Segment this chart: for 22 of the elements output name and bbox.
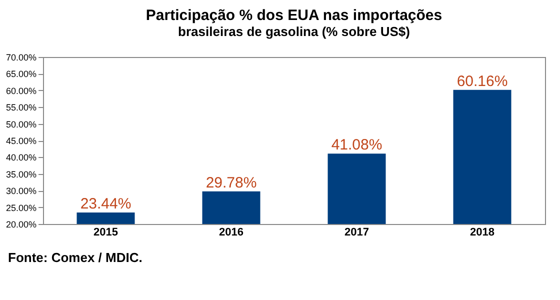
chart-subtitle: brasileiras de gasolina (% sobre US$)	[178, 24, 410, 39]
y-tick-label: 60.00%	[6, 86, 36, 96]
y-tick-label: 45.00%	[6, 136, 36, 146]
x-tick-label: 2016	[219, 226, 244, 238]
y-tick-label: 30.00%	[6, 186, 36, 196]
y-tick-label: 70.00%	[6, 52, 36, 62]
data-label: 23.44%	[80, 196, 132, 213]
data-label: 29.78%	[206, 174, 257, 192]
chart-title: Participação % dos EUA nas importações	[146, 7, 442, 24]
x-tick-label: 2018	[470, 226, 494, 238]
y-tick-label: 55.00%	[6, 102, 36, 113]
data-label: 60.16%	[456, 72, 508, 90]
y-tick-label: 20.00%	[6, 220, 36, 230]
x-tick-label: 2017	[344, 226, 369, 238]
x-tick-label: 2015	[94, 226, 118, 238]
y-tick-label: 25.00%	[6, 202, 36, 213]
data-label: 41.08%	[331, 136, 382, 154]
y-tick-label: 50.00%	[6, 119, 36, 130]
y-tick-label: 35.00%	[6, 169, 36, 180]
source-note: Fonte: Comex / MDIC.	[8, 250, 142, 265]
y-tick-label: 40.00%	[6, 152, 36, 163]
y-tick-label: 65.00%	[6, 69, 36, 80]
